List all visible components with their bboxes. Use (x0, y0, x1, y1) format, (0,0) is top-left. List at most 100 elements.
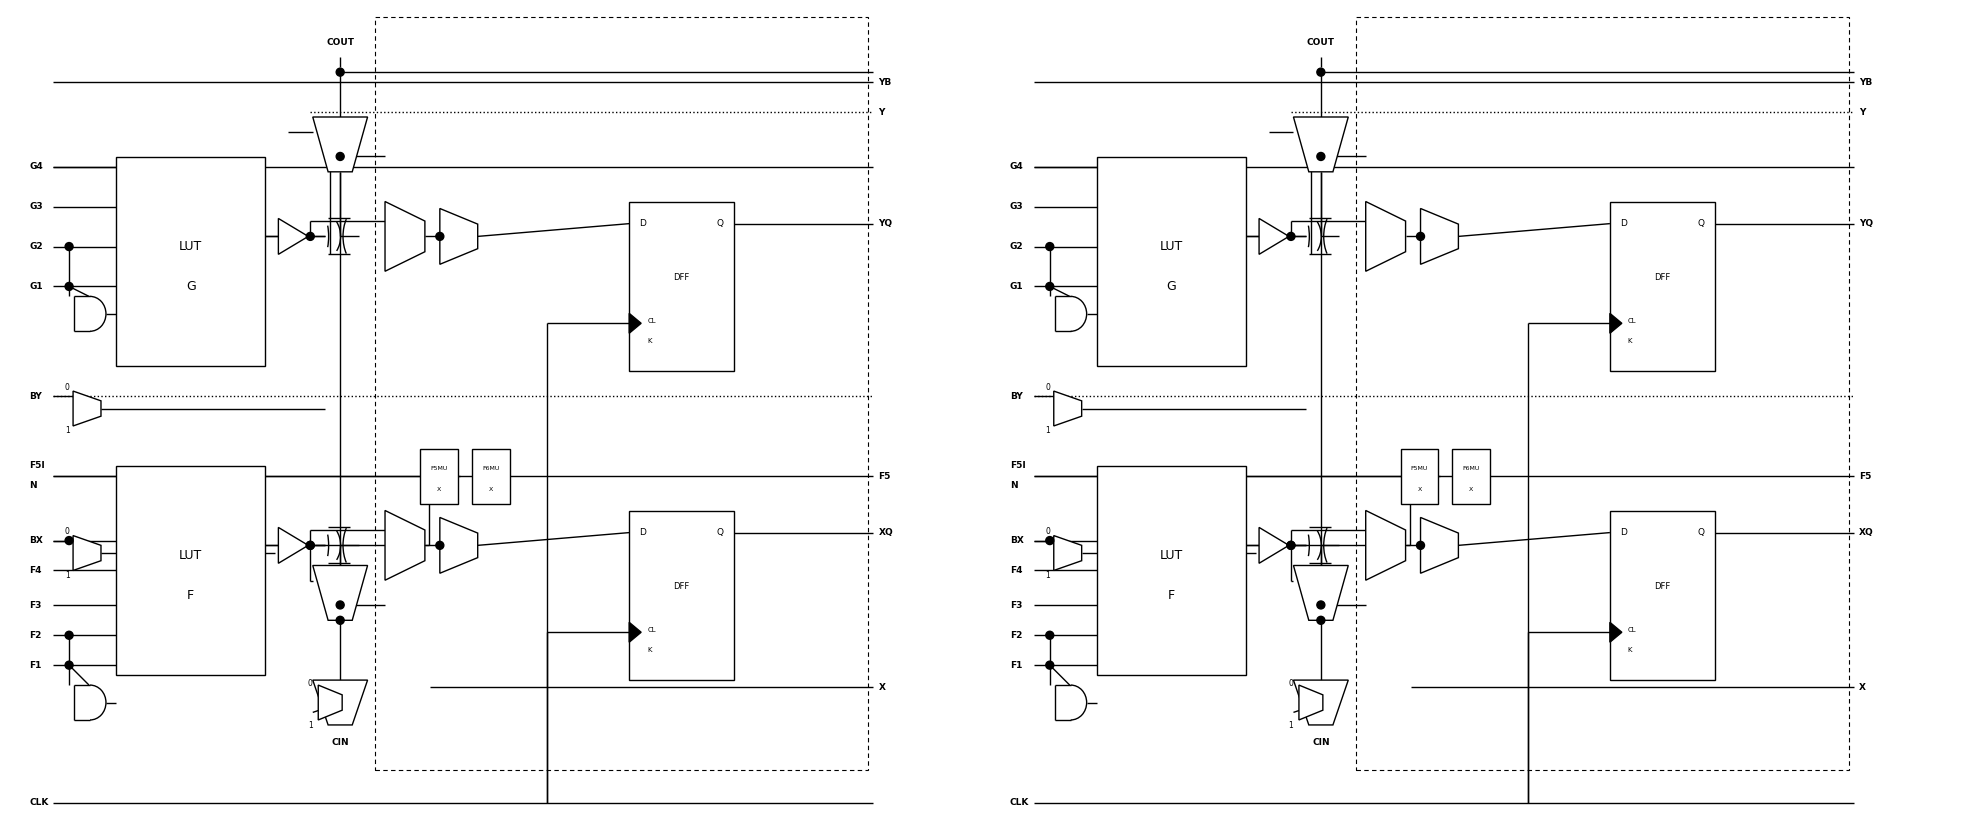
Polygon shape (319, 685, 342, 720)
Circle shape (65, 537, 73, 544)
Text: CL: CL (1628, 627, 1637, 634)
Text: F3: F3 (30, 601, 41, 610)
Circle shape (337, 616, 344, 624)
Text: X: X (1860, 682, 1866, 691)
Text: F6MU: F6MU (482, 466, 500, 471)
Text: 0: 0 (65, 527, 69, 536)
Polygon shape (313, 566, 368, 620)
Circle shape (1045, 631, 1053, 639)
Bar (116, 466, 266, 675)
Text: G4: G4 (1010, 163, 1023, 171)
Text: 1: 1 (1045, 426, 1051, 435)
Bar (1096, 466, 1246, 675)
Circle shape (1045, 282, 1053, 291)
Polygon shape (277, 528, 309, 563)
Polygon shape (73, 391, 100, 426)
Text: G3: G3 (1010, 202, 1023, 211)
Text: Y: Y (1860, 107, 1866, 116)
Text: Q: Q (1698, 528, 1704, 537)
Polygon shape (1260, 218, 1289, 254)
Text: 0: 0 (307, 679, 313, 687)
Polygon shape (386, 510, 425, 580)
Text: F6MU: F6MU (1462, 466, 1480, 471)
Text: 1: 1 (65, 571, 69, 580)
Bar (1452, 449, 1490, 504)
Bar (116, 157, 266, 366)
Bar (376, 17, 868, 770)
Polygon shape (1260, 528, 1289, 563)
Circle shape (307, 232, 315, 240)
Text: F4: F4 (1010, 566, 1023, 575)
Text: G2: G2 (1010, 242, 1023, 251)
Text: F2: F2 (30, 631, 41, 640)
Circle shape (435, 541, 445, 549)
Text: BY: BY (1010, 392, 1023, 401)
Text: X: X (878, 682, 886, 691)
Text: F5: F5 (878, 472, 892, 481)
Polygon shape (313, 680, 368, 725)
Text: X: X (1470, 487, 1474, 492)
Circle shape (1045, 537, 1053, 544)
Text: 1: 1 (1289, 721, 1293, 730)
Text: CL: CL (647, 318, 655, 325)
Bar (1610, 510, 1714, 680)
Text: Q: Q (716, 219, 724, 228)
Text: G: G (1167, 280, 1177, 293)
Text: F5: F5 (1860, 472, 1872, 481)
Text: G: G (185, 280, 195, 293)
Polygon shape (313, 117, 368, 172)
Bar (630, 510, 734, 680)
Circle shape (1317, 616, 1324, 624)
Polygon shape (1366, 510, 1405, 580)
Circle shape (1417, 541, 1425, 549)
Bar (1356, 17, 1850, 770)
Text: K: K (647, 648, 651, 653)
Text: CLK: CLK (1010, 798, 1029, 807)
Bar (1610, 202, 1714, 371)
Polygon shape (1610, 622, 1622, 643)
Text: BX: BX (30, 536, 43, 545)
Text: DFF: DFF (1653, 273, 1671, 282)
Text: G1: G1 (30, 282, 43, 291)
Text: F2: F2 (1010, 631, 1021, 640)
Text: YQ: YQ (878, 219, 892, 228)
Text: 0: 0 (65, 382, 69, 392)
Text: 0: 0 (1045, 382, 1051, 392)
Bar (1096, 157, 1246, 366)
Text: F: F (187, 589, 195, 602)
Polygon shape (73, 535, 100, 571)
Text: LUT: LUT (1159, 240, 1183, 253)
Circle shape (1287, 541, 1295, 549)
Polygon shape (1610, 313, 1622, 333)
Polygon shape (1293, 566, 1348, 620)
Polygon shape (1421, 208, 1458, 264)
Circle shape (1045, 661, 1053, 669)
Text: DFF: DFF (1653, 582, 1671, 591)
Text: YQ: YQ (1860, 219, 1874, 228)
Text: F1: F1 (1010, 661, 1021, 670)
Text: F5I: F5I (1010, 462, 1025, 470)
Circle shape (1317, 153, 1324, 160)
Text: D: D (640, 219, 646, 228)
Text: K: K (1628, 338, 1631, 344)
Polygon shape (1293, 680, 1348, 725)
Circle shape (65, 661, 73, 669)
Text: F: F (1167, 589, 1175, 602)
Text: YB: YB (1860, 78, 1872, 87)
Text: F5MU: F5MU (1411, 466, 1429, 471)
Polygon shape (1299, 685, 1322, 720)
Text: G1: G1 (1010, 282, 1023, 291)
Circle shape (65, 282, 73, 291)
Polygon shape (1293, 117, 1348, 172)
Bar (1401, 449, 1439, 504)
Text: D: D (640, 528, 646, 537)
Text: Q: Q (716, 528, 724, 537)
Text: F5I: F5I (30, 462, 45, 470)
Text: Q: Q (1698, 219, 1704, 228)
Text: X: X (488, 487, 492, 492)
Text: F4: F4 (30, 566, 41, 575)
Polygon shape (630, 622, 642, 643)
Text: CIN: CIN (1313, 738, 1330, 748)
Text: X: X (1417, 487, 1421, 492)
Text: LUT: LUT (179, 549, 203, 562)
